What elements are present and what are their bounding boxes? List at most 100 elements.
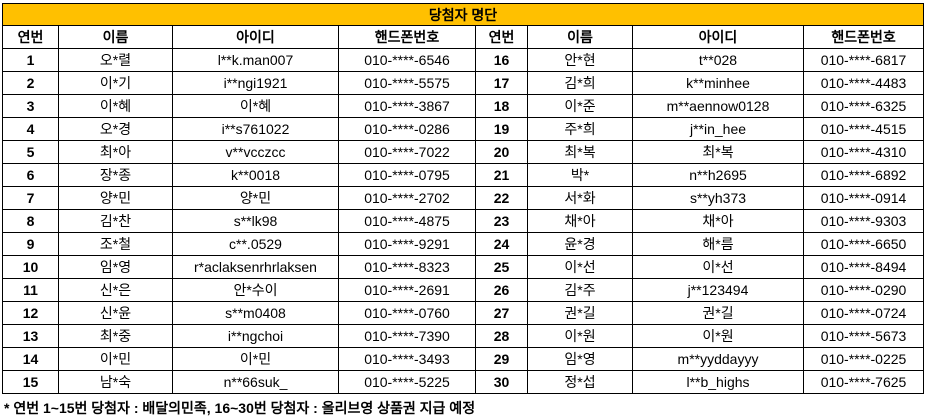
cell: 010-****-0225 (802, 347, 925, 371)
winner-table: 당첨자 명단 연번 이름 아이디 핸드폰번호 연번 이름 아이디 핸드폰번호 1 오*렬 l**k.m… (1, 3, 925, 394)
cell: 임*영 (58, 255, 173, 279)
cell: 010-****-0914 (802, 186, 925, 210)
cell: 이*혜 (58, 94, 173, 118)
cell: 오*렬 (58, 48, 173, 72)
cell: 윤*경 (527, 232, 633, 256)
number-cell: 26 (475, 278, 528, 302)
cell: 권*길 (527, 301, 633, 325)
cell: k**0018 (172, 163, 339, 187)
cell: 조*철 (58, 232, 173, 256)
data-row: 11 신*은 안*수이 010-****-2691 26 김*주 j**123494 010-… (2, 278, 925, 302)
data-row: 8 김*찬 s**lk98 010-****-4875 23 채*아 채*아 010-****… (2, 209, 925, 233)
number-cell: 9 (2, 232, 59, 256)
header-cell: 이름 (58, 25, 173, 49)
header-cell: 핸드폰번호 (338, 25, 476, 49)
cell: 이*준 (527, 94, 633, 118)
cell: 주*희 (527, 117, 633, 141)
cell: 김*찬 (58, 209, 173, 233)
footnote: * 연번 1~15번 당첨자 : 배달의민족, 16~30번 당첨자 : 올리브… (4, 400, 476, 416)
data-row: 9 조*철 c**.0529 010-****-9291 24 윤*경 해*름 010-***… (2, 232, 925, 256)
number-cell: 21 (475, 163, 528, 187)
cell: i**ngchoi (172, 324, 339, 348)
cell: 010-****-4483 (802, 71, 925, 95)
data-row: 7 양*민 양*민 010-****-2702 22 서*화 s**yh373 010-***… (2, 186, 925, 210)
cell: 010-****-2702 (338, 186, 476, 210)
title-row: 당첨자 명단 (1, 3, 925, 26)
number-cell: 22 (475, 186, 528, 210)
cell: 권*길 (632, 301, 804, 325)
cell: 최*중 (58, 324, 173, 348)
cell: 010-****-5673 (802, 324, 925, 348)
cell: 010-****-2691 (338, 278, 476, 302)
cell: 010-****-0286 (338, 117, 476, 141)
cell: 010-****-9291 (338, 232, 476, 256)
number-cell: 6 (2, 163, 59, 187)
cell: 이*선 (527, 255, 633, 279)
cell: 010-****-3867 (338, 94, 476, 118)
number-cell: 8 (2, 209, 59, 233)
number-cell: 15 (2, 370, 59, 394)
header-cell: 이름 (527, 25, 633, 49)
cell: s**lk98 (172, 209, 339, 233)
cell: 정*섭 (527, 370, 633, 394)
cell: 안*수이 (172, 278, 339, 302)
header-cell: 아이디 (632, 25, 804, 49)
cell: 안*현 (527, 48, 633, 72)
cell: 이*혜 (172, 94, 339, 118)
cell: j**in_hee (632, 117, 804, 141)
cell: 010-****-6546 (338, 48, 476, 72)
number-cell: 17 (475, 71, 528, 95)
number-cell: 18 (475, 94, 528, 118)
cell: 최*아 (58, 140, 173, 164)
number-cell: 7 (2, 186, 59, 210)
number-cell: 24 (475, 232, 528, 256)
cell: 010-****-7625 (802, 370, 925, 394)
data-row: 14 이*민 이*민 010-****-3493 29 임*영 m**yyddayyy 010… (2, 347, 925, 371)
cell: 남*숙 (58, 370, 173, 394)
cell: 최*복 (632, 140, 804, 164)
cell: m**aennow0128 (632, 94, 804, 118)
number-cell: 23 (475, 209, 528, 233)
cell: k**minhee (632, 71, 804, 95)
data-row: 13 최*중 i**ngchoi 010-****-7390 28 이*원 이*원 010-*… (2, 324, 925, 348)
cell: 이*민 (58, 347, 173, 371)
number-cell: 27 (475, 301, 528, 325)
cell: n**h2695 (632, 163, 804, 187)
header-cell: 핸드폰번호 (802, 25, 925, 49)
number-cell: 20 (475, 140, 528, 164)
cell: 이*원 (527, 324, 633, 348)
cell: 신*윤 (58, 301, 173, 325)
number-cell: 19 (475, 117, 528, 141)
cell: n**66suk_ (172, 370, 339, 394)
cell: c**.0529 (172, 232, 339, 256)
header-cell: 연번 (475, 25, 528, 49)
data-row: 6 장*종 k**0018 010-****-0795 21 박* n**h2695 010-… (2, 163, 925, 187)
table-title: 당첨자 명단 (1, 3, 925, 26)
cell: 장*종 (58, 163, 173, 187)
data-row: 1 오*렬 l**k.man007 010-****-6546 16 안*현 t**028 0… (2, 48, 925, 72)
cell: j**123494 (632, 278, 804, 302)
data-row: 5 최*아 v**vcczcc 010-****-7022 20 최*복 최*복 010-**… (2, 140, 925, 164)
number-cell: 4 (2, 117, 59, 141)
cell: 010-****-0724 (802, 301, 925, 325)
cell: 010-****-6892 (802, 163, 925, 187)
cell: 010-****-6650 (802, 232, 925, 256)
cell: s**yh373 (632, 186, 804, 210)
cell: r*aclaksenrhrlaksen (172, 255, 339, 279)
cell: 오*경 (58, 117, 173, 141)
header-cell: 아이디 (172, 25, 339, 49)
cell: 010-****-0760 (338, 301, 476, 325)
cell: 이*선 (632, 255, 804, 279)
number-cell: 25 (475, 255, 528, 279)
cell: 010-****-4515 (802, 117, 925, 141)
data-row: 4 오*경 i**s761022 010-****-0286 19 주*희 j**in_he… (2, 117, 925, 141)
header-cell: 연번 (2, 25, 59, 49)
cell: 김*희 (527, 71, 633, 95)
number-cell: 12 (2, 301, 59, 325)
cell: 010-****-3493 (338, 347, 476, 371)
cell: 010-****-5225 (338, 370, 476, 394)
cell: 이*기 (58, 71, 173, 95)
cell: 채*아 (527, 209, 633, 233)
cell: l**k.man007 (172, 48, 339, 72)
